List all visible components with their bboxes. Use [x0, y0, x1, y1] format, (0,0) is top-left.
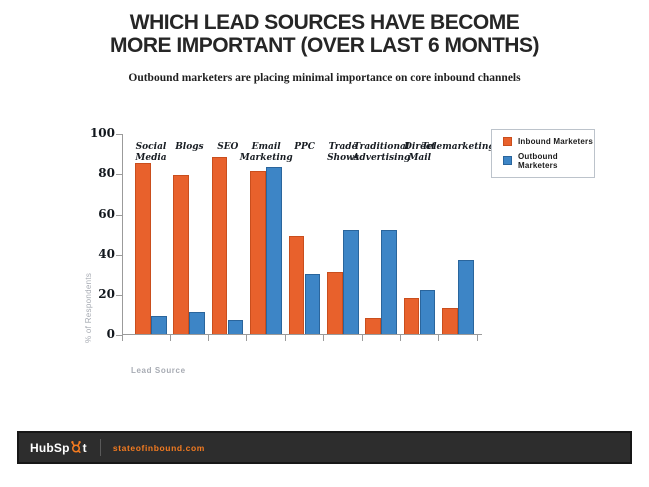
y-axis-tick-label: 60	[98, 206, 115, 221]
footer-divider	[99, 439, 101, 456]
legend: Inbound Marketers Outbound Marketers	[491, 129, 595, 178]
bar-inbound	[173, 175, 189, 334]
footer-bar: HubSp t stateofinbound.com	[17, 431, 632, 464]
bar-inbound	[442, 308, 458, 334]
bar-outbound	[151, 316, 167, 334]
x-axis-tick	[399, 335, 401, 341]
x-axis-tick	[438, 335, 440, 341]
bar-outbound	[227, 320, 244, 334]
bar-inbound	[288, 236, 305, 334]
bar-outbound	[343, 230, 359, 334]
x-axis-label: Email Marketing	[239, 142, 293, 163]
x-axis-title: Lead Source	[131, 366, 186, 375]
y-axis-tick	[116, 335, 122, 336]
bar-outbound	[266, 167, 282, 334]
bar-outbound	[419, 290, 436, 334]
x-axis-label: Trade Shows	[327, 142, 359, 163]
x-axis-tick	[323, 335, 325, 341]
hubspot-logo: HubSp t	[30, 441, 87, 455]
legend-swatch-outbound	[503, 156, 512, 166]
bar-outbound	[381, 230, 397, 334]
y-axis-tick	[116, 174, 122, 176]
y-axis-tick	[116, 254, 122, 256]
title-line-2: MORE IMPORTANT (OVER LAST 6 MONTHS)	[110, 34, 539, 57]
y-axis-tick-label: 0	[106, 327, 115, 341]
y-axis-tick-label: 20	[98, 286, 115, 301]
x-axis-label: SEO	[217, 142, 239, 152]
bar-outbound	[304, 274, 321, 334]
legend-swatch-inbound	[503, 137, 512, 147]
x-axis-label: Blogs	[175, 142, 204, 152]
footer-url[interactable]: stateofinbound.com	[112, 442, 205, 453]
bar-inbound	[403, 298, 420, 334]
x-axis-label: Social Media	[135, 142, 167, 163]
x-axis-tick	[476, 335, 478, 341]
page-title: WHICH LEAD SOURCES HAVE BECOME MORE IMPO…	[0, 11, 649, 57]
y-axis-tick	[116, 134, 122, 136]
x-axis-label: Direct Mail	[404, 142, 436, 163]
legend-label-outbound: Outbound Marketers	[518, 151, 558, 170]
x-axis-tick	[169, 335, 171, 341]
x-axis-tick	[361, 335, 363, 341]
legend-label-inbound: Inbound Marketers	[518, 137, 593, 147]
y-axis-tick-label: 40	[98, 246, 115, 261]
bar-inbound	[250, 171, 266, 334]
x-axis-tick	[246, 335, 248, 341]
y-axis-tick	[116, 294, 122, 296]
x-axis-tick	[122, 335, 123, 341]
logo-text-suffix: t	[82, 440, 87, 455]
x-axis-tick	[284, 335, 286, 341]
plot-area: Social Media Blogs SEO Email Marketing PPC Tr…	[90, 126, 495, 341]
x-axis-label: PPC	[294, 142, 315, 152]
legend-item-inbound: Inbound Marketers	[503, 137, 594, 147]
bar-inbound	[365, 318, 381, 334]
y-axis-tick-label: 80	[98, 166, 115, 181]
bar-outbound	[189, 312, 205, 334]
x-axis-label: Telemarketing	[421, 142, 495, 152]
x-axis-label: Traditional Advertising	[352, 142, 411, 163]
bar-inbound	[327, 272, 343, 334]
bar-outbound	[458, 260, 474, 334]
x-axis-tick	[207, 335, 209, 341]
logo-text-prefix: HubSp	[30, 440, 70, 455]
y-axis-tick-label: 100	[89, 126, 115, 141]
y-axis-tick	[116, 214, 122, 216]
bar-inbound	[211, 157, 228, 334]
bar-inbound	[135, 163, 151, 334]
hubspot-sprocket-icon	[71, 440, 81, 453]
legend-item-outbound: Outbound Marketers	[503, 152, 594, 170]
title-line-1: WHICH LEAD SOURCES HAVE BECOME	[129, 11, 520, 34]
page-subtitle: Outbound marketers are placing minimal i…	[128, 72, 521, 84]
